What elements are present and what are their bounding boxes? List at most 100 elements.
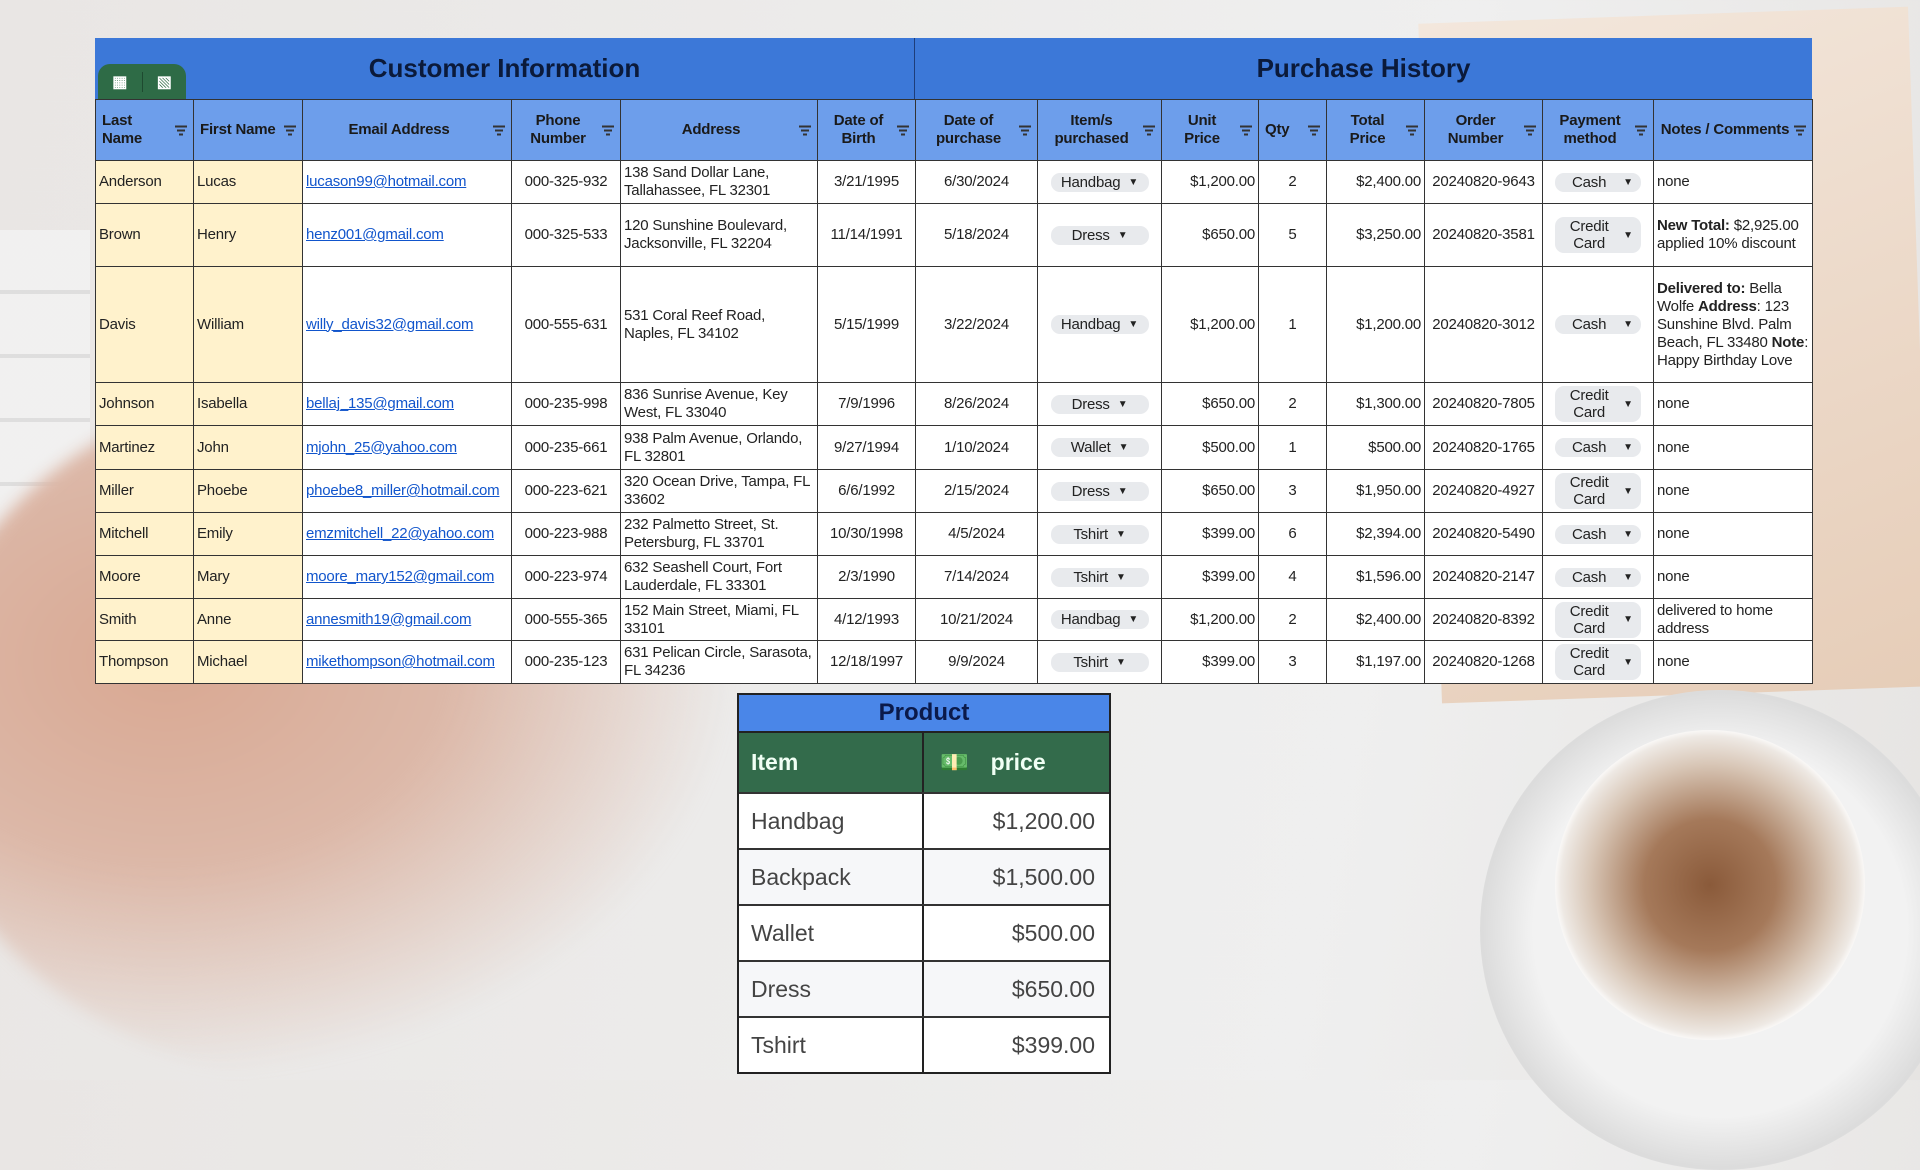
dob-cell[interactable]: 2/3/1990 xyxy=(817,555,916,599)
payment-dropdown[interactable]: Credit Card ▼ xyxy=(1555,386,1641,422)
item-dropdown[interactable]: Wallet ▼ xyxy=(1050,438,1149,457)
qty-cell[interactable]: 3 xyxy=(1258,640,1327,684)
address-cell[interactable]: 631 Pelican Circle, Sarasota, FL 34236 xyxy=(620,640,818,684)
item-dropdown[interactable]: Dress ▼ xyxy=(1050,225,1149,245)
date-of-purchase-cell[interactable]: 2/15/2024 xyxy=(915,469,1038,513)
unit-price-cell[interactable]: $1,200.00 xyxy=(1161,598,1259,641)
dob-cell[interactable]: 12/18/1997 xyxy=(817,640,916,684)
item-dropdown[interactable]: Handbag ▼ xyxy=(1050,315,1149,334)
date-of-purchase-cell[interactable]: 5/18/2024 xyxy=(915,203,1038,267)
payment-dropdown[interactable]: Cash ▼ xyxy=(1555,172,1641,192)
item-cell[interactable]: Tshirt ▼ xyxy=(1037,512,1162,556)
notes-cell[interactable]: delivered to home address xyxy=(1653,598,1813,641)
first-name-cell[interactable]: Michael xyxy=(193,640,303,684)
phone-cell[interactable]: 000-325-533 xyxy=(511,203,621,267)
date-of-purchase-cell[interactable]: 3/22/2024 xyxy=(915,266,1038,383)
filter-icon[interactable] xyxy=(799,125,811,135)
email-link[interactable]: moore_mary152@gmail.com xyxy=(306,568,495,585)
qty-cell[interactable]: 6 xyxy=(1258,512,1327,556)
last-name-cell[interactable]: Davis xyxy=(95,266,194,383)
email-link[interactable]: mikethompson@hotmail.com xyxy=(306,653,495,670)
qty-cell[interactable]: 1 xyxy=(1258,425,1327,470)
date-of-purchase-cell[interactable]: 4/5/2024 xyxy=(915,512,1038,556)
address-cell[interactable]: 138 Sand Dollar Lane, Tallahassee, FL 32… xyxy=(620,160,818,204)
notes-cell[interactable]: none xyxy=(1653,555,1813,599)
email-link[interactable]: annesmith19@gmail.com xyxy=(306,610,472,628)
date-of-purchase-cell[interactable]: 7/14/2024 xyxy=(915,555,1038,599)
email-cell[interactable]: emzmitchell_22@yahoo.com xyxy=(302,512,512,556)
unit-price-cell[interactable]: $399.00 xyxy=(1161,512,1259,556)
email-link[interactable]: mjohn_25@yahoo.com xyxy=(306,438,457,456)
phone-cell[interactable]: 000-235-661 xyxy=(511,425,621,470)
date-of-purchase-cell[interactable]: 9/9/2024 xyxy=(915,640,1038,684)
first-name-cell[interactable]: Phoebe xyxy=(193,469,303,513)
payment-dropdown[interactable]: Credit Card ▼ xyxy=(1555,601,1641,638)
dob-cell[interactable]: 5/15/1999 xyxy=(817,266,916,383)
address-cell[interactable]: 938 Palm Avenue, Orlando, FL 32801 xyxy=(620,425,818,470)
filter-icon[interactable] xyxy=(1308,125,1320,135)
item-dropdown[interactable]: Handbag ▼ xyxy=(1050,610,1149,629)
order-number-cell[interactable]: 20240820-2147 xyxy=(1424,555,1543,599)
notes-cell[interactable]: Delivered to: Bella Wolfe Address: 123 S… xyxy=(1653,266,1813,383)
order-number-cell[interactable]: 20240820-3581 xyxy=(1424,203,1543,267)
total-price-cell[interactable]: $1,300.00 xyxy=(1326,382,1425,426)
dob-cell[interactable]: 6/6/1992 xyxy=(817,469,916,513)
unit-price-cell[interactable]: $399.00 xyxy=(1161,555,1259,599)
dob-cell[interactable]: 3/21/1995 xyxy=(817,160,916,204)
total-price-cell[interactable]: $1,596.00 xyxy=(1326,555,1425,599)
phone-cell[interactable]: 000-555-631 xyxy=(511,266,621,383)
email-cell[interactable]: willy_davis32@gmail.com xyxy=(302,266,512,383)
last-name-cell[interactable]: Mitchell xyxy=(95,512,194,556)
item-dropdown[interactable]: Handbag ▼ xyxy=(1050,172,1149,192)
total-price-cell[interactable]: $2,400.00 xyxy=(1326,598,1425,641)
unit-price-cell[interactable]: $1,200.00 xyxy=(1161,266,1259,383)
qty-cell[interactable]: 3 xyxy=(1258,469,1327,513)
phone-cell[interactable]: 000-235-123 xyxy=(511,640,621,684)
total-price-cell[interactable]: $3,250.00 xyxy=(1326,203,1425,267)
total-price-cell[interactable]: $1,197.00 xyxy=(1326,640,1425,684)
payment-cell[interactable]: Credit Card ▼ xyxy=(1542,469,1654,513)
notes-cell[interactable]: none xyxy=(1653,512,1813,556)
item-dropdown[interactable]: Tshirt ▼ xyxy=(1050,567,1149,587)
total-price-cell[interactable]: $500.00 xyxy=(1326,425,1425,470)
product-price-cell[interactable]: $650.00 xyxy=(1011,975,1095,1002)
filter-icon[interactable] xyxy=(1019,125,1031,135)
total-price-cell[interactable]: $1,200.00 xyxy=(1326,266,1425,383)
product-price-cell[interactable]: $399.00 xyxy=(1011,1031,1095,1058)
dob-cell[interactable]: 7/9/1996 xyxy=(817,382,916,426)
order-number-cell[interactable]: 20240820-9643 xyxy=(1424,160,1543,204)
phone-cell[interactable]: 000-325-932 xyxy=(511,160,621,204)
email-cell[interactable]: moore_mary152@gmail.com xyxy=(302,555,512,599)
first-name-cell[interactable]: Mary xyxy=(193,555,303,599)
item-dropdown[interactable]: Dress ▼ xyxy=(1050,481,1149,501)
item-cell[interactable]: Handbag ▼ xyxy=(1037,160,1162,204)
product-item-cell[interactable]: Tshirt xyxy=(739,1018,924,1072)
product-price-cell[interactable]: $1,500.00 xyxy=(992,863,1095,890)
filter-icon[interactable] xyxy=(284,125,296,135)
date-of-purchase-cell[interactable]: 1/10/2024 xyxy=(915,425,1038,470)
email-cell[interactable]: bellaj_135@gmail.com xyxy=(302,382,512,426)
item-cell[interactable]: Dress ▼ xyxy=(1037,469,1162,513)
last-name-cell[interactable]: Smith xyxy=(95,598,194,641)
table-icon[interactable]: ▦ xyxy=(98,71,143,92)
notes-cell[interactable]: none xyxy=(1653,382,1813,426)
address-cell[interactable]: 152 Main Street, Miami, FL 33101 xyxy=(620,598,818,641)
address-cell[interactable]: 120 Sunshine Boulevard, Jacksonville, FL… xyxy=(620,203,818,267)
last-name-cell[interactable]: Moore xyxy=(95,555,194,599)
last-name-cell[interactable]: Anderson xyxy=(95,160,194,204)
unit-price-cell[interactable]: $500.00 xyxy=(1161,425,1259,470)
first-name-cell[interactable]: John xyxy=(193,425,303,470)
unit-price-cell[interactable]: $1,200.00 xyxy=(1161,160,1259,204)
last-name-cell[interactable]: Thompson xyxy=(95,640,194,684)
qty-cell[interactable]: 2 xyxy=(1258,160,1327,204)
payment-dropdown[interactable]: Cash ▼ xyxy=(1555,315,1641,334)
item-cell[interactable]: Tshirt ▼ xyxy=(1037,555,1162,599)
column-header-phone[interactable]: Phone Number xyxy=(511,99,621,161)
payment-dropdown[interactable]: Cash ▼ xyxy=(1555,524,1641,544)
dob-cell[interactable]: 11/14/1991 xyxy=(817,203,916,267)
item-dropdown[interactable]: Tshirt ▼ xyxy=(1050,524,1149,544)
dob-cell[interactable]: 10/30/1998 xyxy=(817,512,916,556)
order-number-cell[interactable]: 20240820-4927 xyxy=(1424,469,1543,513)
address-cell[interactable]: 320 Ocean Drive, Tampa, FL 33602 xyxy=(620,469,818,513)
phone-cell[interactable]: 000-223-621 xyxy=(511,469,621,513)
